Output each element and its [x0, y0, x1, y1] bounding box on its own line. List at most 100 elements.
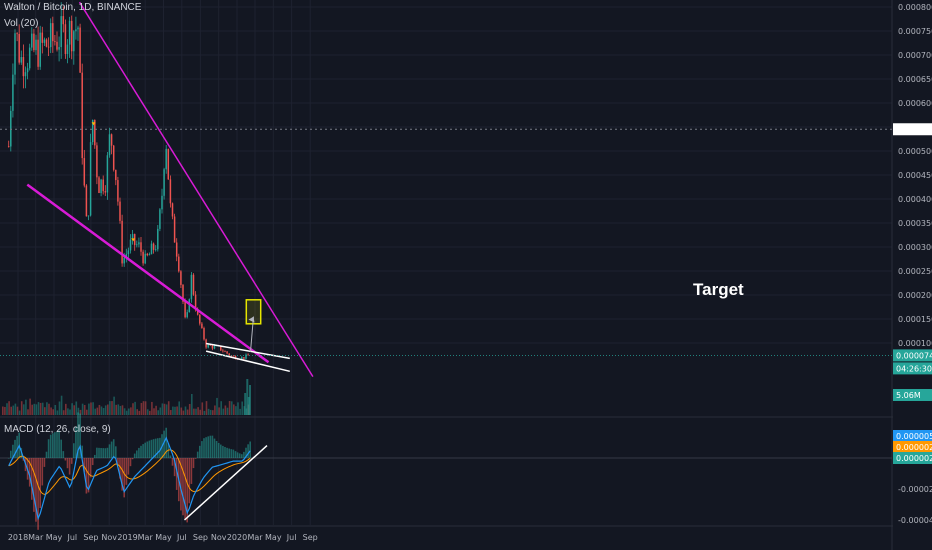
macd-histogram-bar: [31, 458, 33, 500]
crosshair-price-badge: 0.0005453: [896, 125, 932, 134]
macd-histogram-bar: [243, 451, 245, 458]
volume-indicator-label[interactable]: Vol (20): [4, 18, 39, 29]
macd-histogram-bar: [64, 458, 67, 461]
time-tick-label: 2020: [227, 533, 247, 542]
macd-histogram-bar: [203, 438, 205, 458]
upper-trendline: [78, 1, 314, 377]
volume-bar: [81, 403, 84, 415]
candle-body: [199, 314, 201, 324]
candle-body: [79, 27, 81, 73]
volume-bar: [195, 408, 197, 415]
time-tick-label: Sep: [193, 533, 208, 542]
macd-histogram-bar: [60, 439, 62, 458]
macd-histogram-bar: [91, 458, 94, 466]
volume-bar: [35, 404, 38, 415]
volume-bar: [235, 406, 237, 415]
volume-bar: [75, 401, 78, 415]
volume-bar: [228, 401, 231, 415]
volume-bar: [205, 401, 208, 415]
macd-histogram-bar: [58, 430, 60, 458]
candle-body: [173, 216, 176, 243]
candle-body: [209, 344, 212, 346]
histogram-value-badge-bg: [893, 452, 932, 464]
candle-body: [39, 32, 41, 67]
time-tick-label: May: [46, 533, 63, 542]
time-tick-label: Sep: [303, 533, 318, 542]
candle-body: [194, 294, 197, 310]
macd-histogram-bar: [39, 458, 41, 509]
candle-body: [220, 345, 222, 351]
volume-bar: [46, 402, 48, 415]
candle-body: [60, 16, 62, 48]
macd-histogram-bar: [224, 446, 226, 458]
macd-histogram-bar: [62, 451, 65, 458]
macd-histogram-bar: [232, 449, 235, 458]
macd-histogram-bar: [89, 458, 92, 478]
candle-body: [45, 39, 48, 47]
candle-body: [146, 253, 149, 256]
volume-bar: [86, 409, 88, 415]
volume-bar: [193, 408, 195, 415]
candle-body: [171, 203, 174, 217]
volume-bar: [29, 398, 31, 415]
time-tick-label: Nov: [211, 533, 227, 542]
volume-bar: [212, 410, 214, 415]
macd-histogram-bar: [127, 458, 130, 475]
candle-body: [232, 355, 235, 357]
volume-bar: [167, 401, 170, 415]
volume-bar: [159, 407, 162, 415]
macd-histogram-bar: [150, 439, 153, 458]
volume-bar: [188, 403, 191, 415]
macd-histogram-bar: [192, 458, 195, 469]
candle-body: [47, 46, 50, 48]
candle-body: [157, 228, 159, 250]
candle-body: [10, 110, 12, 147]
macd-histogram-bar: [148, 440, 151, 458]
volume-bar: [132, 403, 134, 415]
target-label: Target: [693, 280, 744, 299]
candle-body: [70, 20, 73, 52]
volume-bar: [161, 403, 164, 415]
volume-bar: [125, 410, 128, 415]
price-tick-label: 0.0002500: [898, 267, 932, 276]
signal-value-badge: 0.0000023: [896, 443, 932, 452]
macd-signal-line: [8, 449, 251, 495]
volume-bar: [111, 401, 113, 415]
macd-histogram-bar: [182, 458, 184, 516]
candle-body: [190, 274, 193, 300]
macd-indicator-label[interactable]: MACD (12, 26, close, 9): [4, 424, 111, 435]
candle-body: [167, 148, 170, 180]
macd-histogram-bar: [144, 442, 146, 458]
macd-histogram-bar: [16, 435, 18, 458]
macd-histogram-bar: [245, 447, 247, 458]
volume-bars: [2, 379, 251, 415]
macd-histogram-bar: [56, 431, 58, 458]
volume-bar: [249, 385, 251, 415]
volume-bar: [144, 401, 147, 415]
candle-body: [125, 254, 128, 258]
macd-histogram-bar: [190, 458, 193, 484]
target-arrow: [250, 316, 254, 352]
candle-body: [207, 344, 209, 348]
volume-bar: [157, 410, 159, 415]
candle-body: [110, 134, 113, 146]
volume-bar: [10, 406, 12, 415]
lower-trendline: [26, 183, 270, 364]
time-tick-label: Jul: [286, 533, 297, 542]
macd-histogram-bar: [249, 441, 251, 458]
volume-bar: [170, 410, 172, 415]
symbol-title[interactable]: Walton / Bitcoin, 1D, BINANCE: [4, 2, 142, 13]
volume-bar: [123, 408, 126, 415]
candle-body: [100, 179, 102, 194]
macd-histogram-bar: [217, 442, 220, 458]
macd-histogram-bar: [108, 444, 111, 458]
price-candles: [7, 2, 249, 361]
macd-histogram-bar: [73, 443, 75, 458]
volume-value-badge: 5.06M: [896, 391, 921, 400]
candle-body: [230, 355, 233, 357]
candle-body: [182, 284, 184, 302]
crosshair-price-badge-bg: [893, 123, 932, 136]
